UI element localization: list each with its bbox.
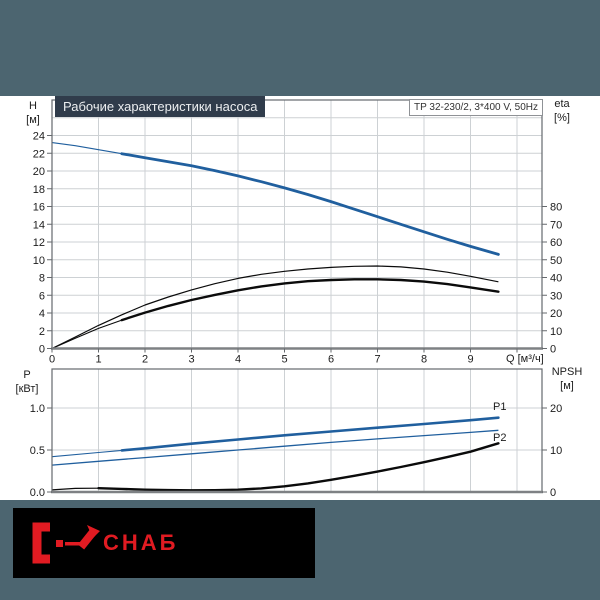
plot-border [51,368,543,493]
x-tick-label: 0 [49,354,55,366]
curve-NPSH-curve [97,442,500,492]
x-tick-label: 3 [188,354,194,366]
x-tick-label: 1 [95,354,101,366]
right-tick-label: 60 [550,237,562,249]
right-tick-label: 0 [550,344,556,356]
axis-name-label: NPSH [552,366,583,378]
curve-H-curve-lead [51,142,122,155]
left-tick-label: 16 [33,202,45,214]
curve-P1-power-lead [51,449,122,458]
curve-NPSH-curve-lead [51,487,99,491]
axis-name-label: [кВт] [16,383,39,395]
curve-P2-power [51,429,499,466]
right-tick-label: 10 [550,445,562,457]
chart-title-text: Рабочие характеристики насоса [63,99,258,114]
axis-name-label: [м] [26,114,40,126]
x-tick-label: 5 [281,354,287,366]
right-tick-label: 40 [550,273,562,285]
left-tick-label: 2 [39,326,45,338]
left-tick-label: 1.0 [30,403,45,415]
left-tick-label: 4 [39,308,45,320]
logo-pump-icon [32,522,100,564]
left-tick-label: 0 [39,344,45,356]
right-tick-label: 20 [550,403,562,415]
x-tick-label: 8 [421,354,427,366]
series-label-P2: P2 [493,432,506,444]
x-tick-label: 2 [142,354,148,366]
x-tick-label: 7 [374,354,380,366]
logo-text: СНАБ [103,530,179,555]
axis-name-label: P [23,369,30,381]
left-tick-label: 6 [39,290,45,302]
x-tick-label: 6 [328,354,334,366]
right-tick-label: 0 [550,487,556,499]
right-tick-label: 70 [550,219,562,231]
curve-H-curve [120,152,500,256]
axis-name-label: [%] [554,112,570,124]
curve-eta-pump-motor [120,278,500,322]
chart-panel [0,96,600,500]
curve-eta-pump-motor-lead [51,319,122,350]
pump-type-box: TP 32-230/2, 3*400 V, 50Hz [409,99,543,116]
left-tick-label: 0.5 [30,445,45,457]
left-tick-label: 10 [33,255,45,267]
left-tick-label: 18 [33,184,45,196]
left-tick-label: 14 [33,219,45,231]
series-label-P1: P1 [493,401,506,413]
curve-P1-power [120,416,500,452]
right-tick-label: 80 [550,202,562,214]
x-axis-unit-label: Q [м³/ч] [506,353,544,365]
right-tick-label: 20 [550,308,562,320]
axis-name-label: [м] [560,380,574,392]
logo: СНАБ [13,508,315,578]
left-tick-label: 8 [39,273,45,285]
axis-name-label: eta [554,98,570,110]
pump-type-text: TP 32-230/2, 3*400 V, 50Hz [414,102,538,113]
right-tick-label: 10 [550,326,562,338]
chart-title-bar: Рабочие характеристики насоса [55,96,266,117]
left-tick-label: 20 [33,166,45,178]
right-tick-label: 30 [550,290,562,302]
x-tick-label: 4 [235,354,241,366]
x-tick-label: 9 [467,354,473,366]
left-tick-label: 0.0 [30,487,45,499]
axis-name-label: H [29,100,37,112]
curve-eta-pump [51,265,499,350]
right-tick-label: 50 [550,255,562,267]
left-tick-label: 22 [33,148,45,160]
left-tick-label: 24 [33,131,45,143]
left-tick-label: 12 [33,237,45,249]
